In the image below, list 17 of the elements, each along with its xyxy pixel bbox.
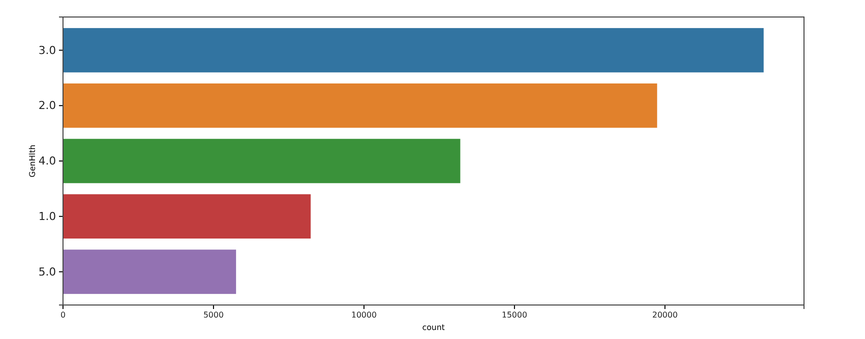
bar	[63, 83, 658, 128]
x-tick-label: 5000	[203, 310, 224, 320]
bar	[63, 28, 764, 72]
bar	[63, 250, 236, 294]
y-tick-label: 4.0	[38, 154, 56, 168]
bar	[63, 138, 460, 184]
bar	[63, 194, 311, 239]
x-axis-title: count	[422, 323, 445, 332]
y-axis-title: GenHlth	[28, 144, 37, 178]
x-tick-label: 10000	[351, 310, 377, 320]
x-tick-label: 0	[60, 310, 66, 320]
y-tick-label: 1.0	[38, 210, 56, 223]
x-tick-label: 20000	[652, 310, 678, 320]
y-tick-label: 3.0	[38, 44, 56, 57]
x-tick-label: 15000	[502, 310, 528, 320]
y-tick-label: 2.0	[38, 99, 56, 112]
y-tick-label: 5.0	[38, 265, 56, 278]
